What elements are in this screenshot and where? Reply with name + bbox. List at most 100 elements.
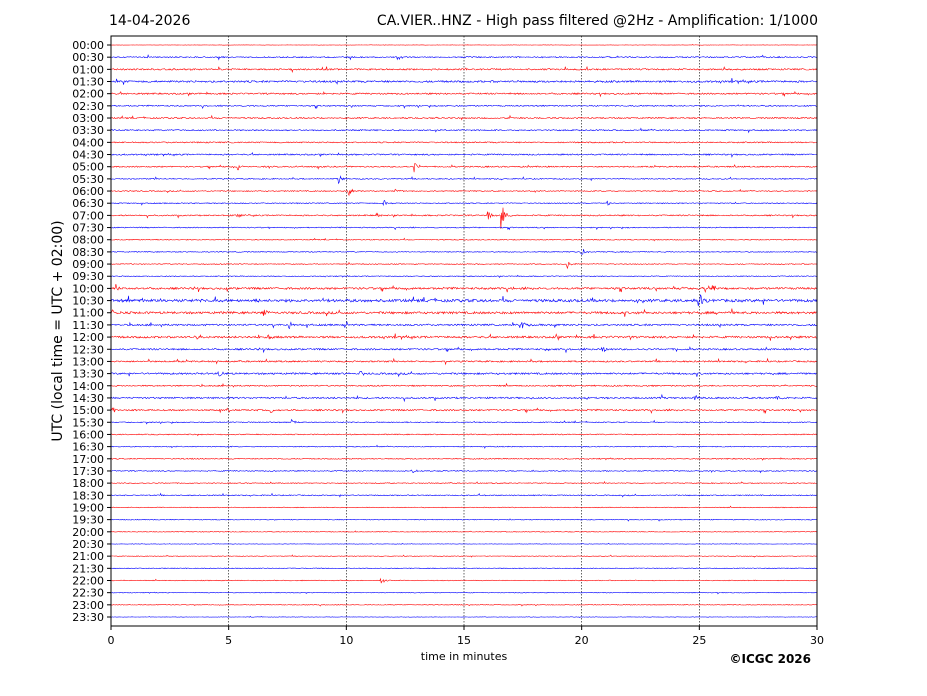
trace-row-1500 [110,407,817,414]
y-axis-label: UTC (local time = UTC + 02:00) [50,220,66,441]
chart-date: 14-04-2026 [109,13,190,29]
y-tick-label: 02:00 [72,88,104,101]
trace-row-0730 [110,226,817,231]
y-tick-label: 01:30 [72,76,104,89]
trace-row-1030 [110,294,817,307]
x-axis-label: time in minutes [421,650,508,663]
y-tick-label: 18:00 [72,477,104,490]
trace-row-2330 [110,615,817,619]
y-tick-label: 17:30 [72,465,104,478]
y-tick-label: 20:30 [72,538,104,551]
trace-row-2000 [110,530,817,533]
copyright: ©ICGC 2026 [729,652,811,666]
trace-row-2030 [110,542,817,545]
trace-row-0300 [110,114,817,121]
y-tick-label: 00:00 [72,39,104,52]
y-tick-label: 06:00 [72,185,104,198]
trace-row-2130 [110,567,817,570]
y-tick-label: 05:00 [72,161,104,174]
y-tick-label: 16:30 [72,441,104,454]
y-tick-label: 23:30 [72,611,104,624]
y-tick-label: 18:30 [72,489,104,502]
x-axis: 0 5 10 15 20 25 30 [108,626,824,647]
x-tick-label: 5 [225,634,232,647]
trace-row-1400 [110,382,817,388]
x-tick-label: 10 [339,634,353,647]
y-tick-label: 11:00 [72,307,104,320]
trace-row-1100 [110,308,817,317]
trace-row-0600 [110,188,817,197]
trace-row-1530 [110,418,817,425]
trace-row-0100 [110,65,817,73]
y-tick-label: 14:00 [72,380,104,393]
trace-row-0400 [110,141,817,144]
trace-row-0430 [110,152,817,158]
y-tick-label: 09:00 [72,258,104,271]
y-tick-label: 15:30 [72,416,104,429]
trace-row-0530 [110,175,817,185]
trace-row-0030 [110,54,817,61]
y-tick-label: 13:30 [72,368,104,381]
y-tick-label: 01:00 [72,63,104,76]
trace-row-1230 [110,346,817,354]
x-tick-label: 15 [457,634,471,647]
trace-row-0130 [110,78,817,85]
y-tick-label: 22:00 [72,574,104,587]
trace-row-0230 [110,104,817,110]
chart-title: CA.VIER..HNZ - High pass filtered @2Hz -… [377,13,818,29]
y-tick-label: 19:30 [72,514,104,527]
trace-row-0700 [110,207,817,229]
y-tick-label: 00:30 [72,51,104,64]
y-axis: 00:0000:3001:0001:3002:0002:3003:0003:30… [72,39,111,624]
y-tick-label: 20:00 [72,526,104,539]
trace-row-2300 [110,603,817,607]
trace-row-0830 [110,249,817,255]
y-tick-label: 16:00 [72,428,104,441]
y-tick-label: 21:30 [72,562,104,575]
y-tick-label: 12:00 [72,331,104,344]
trace-row-0200 [110,90,817,98]
y-tick-label: 08:00 [72,234,104,247]
trace-row-2100 [110,554,817,558]
trace-row-0330 [110,127,817,134]
trace-row-1900 [110,505,817,509]
y-tick-label: 04:30 [72,149,104,162]
trace-row-0630 [110,200,817,207]
y-tick-label: 03:00 [72,112,104,125]
y-tick-label: 14:30 [72,392,104,405]
trace-row-1930 [110,518,817,522]
x-tick-label: 0 [108,634,115,647]
y-tick-label: 17:00 [72,453,104,466]
trace-row-1700 [110,457,817,461]
trace-row-0930 [110,274,817,278]
y-tick-label: 07:00 [72,209,104,222]
trace-row-2200 [110,577,817,584]
y-tick-label: 02:30 [72,100,104,113]
y-tick-label: 13:00 [72,355,104,368]
y-tick-label: 23:00 [72,599,104,612]
y-tick-label: 19:00 [72,501,104,514]
trace-row-1000 [110,284,817,293]
y-tick-label: 05:30 [72,173,104,186]
x-tick-label: 30 [810,634,824,647]
y-tick-label: 21:00 [72,550,104,563]
y-tick-label: 06:30 [72,197,104,210]
trace-row-1330 [110,370,817,378]
trace-row-1630 [110,444,817,449]
trace-row-1300 [110,357,817,366]
trace-row-1730 [110,469,817,474]
y-tick-label: 04:00 [72,136,104,149]
traces [110,43,817,619]
trace-row-0500 [110,162,817,173]
x-tick-label: 20 [575,634,589,647]
y-tick-label: 11:30 [72,319,104,332]
y-tick-label: 15:00 [72,404,104,417]
trace-row-1130 [110,321,817,330]
trace-row-0000 [110,43,817,46]
trace-row-1200 [110,333,817,341]
y-tick-label: 03:30 [72,124,104,137]
y-tick-label: 10:00 [72,282,104,295]
y-tick-label: 08:30 [72,246,104,259]
trace-row-1800 [110,481,817,484]
